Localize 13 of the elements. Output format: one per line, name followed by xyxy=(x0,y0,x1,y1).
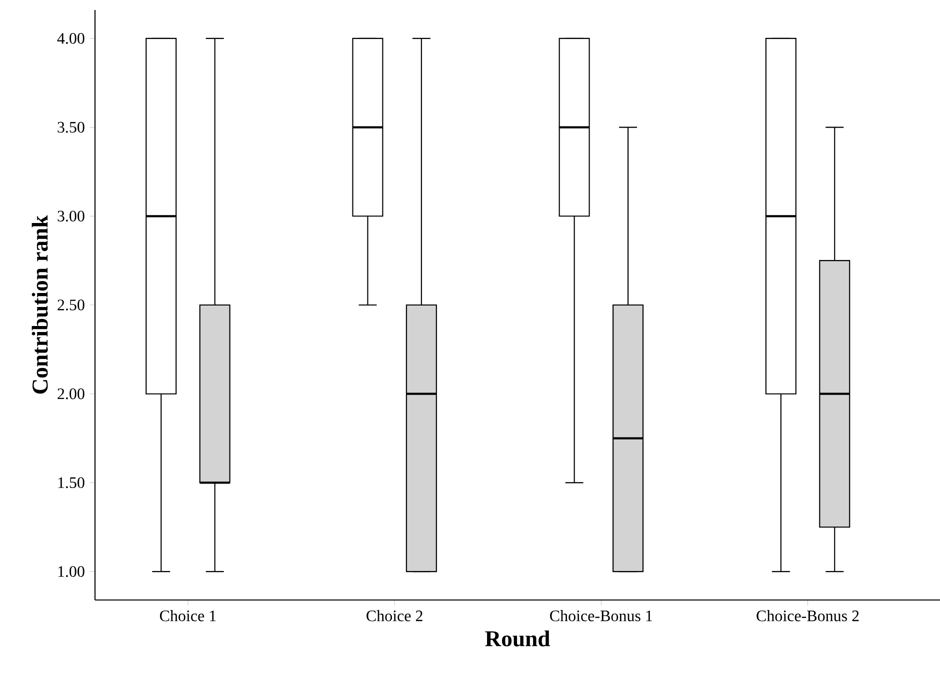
y-tick-label: 1.50 xyxy=(58,477,84,488)
y-tick-label: 1.00 xyxy=(58,566,84,577)
x-tick-label: Choice 2 xyxy=(366,610,422,622)
x-axis-title: Round xyxy=(485,630,550,646)
y-tick-label: 4.00 xyxy=(57,32,84,44)
x-tick-label: Choice 1 xyxy=(160,610,216,622)
y-axis-title: Contribution rank xyxy=(32,215,48,394)
y-tick-label: 3.50 xyxy=(58,122,84,133)
x-tick-label: Choice-Bonus 2 xyxy=(756,610,859,622)
y-tick-label: 3.00 xyxy=(58,210,84,222)
x-tick-label: Choice-Bonus 1 xyxy=(550,610,652,622)
y-tick-label: 2.50 xyxy=(58,300,84,310)
y-tick-label: 2.00 xyxy=(58,388,84,400)
